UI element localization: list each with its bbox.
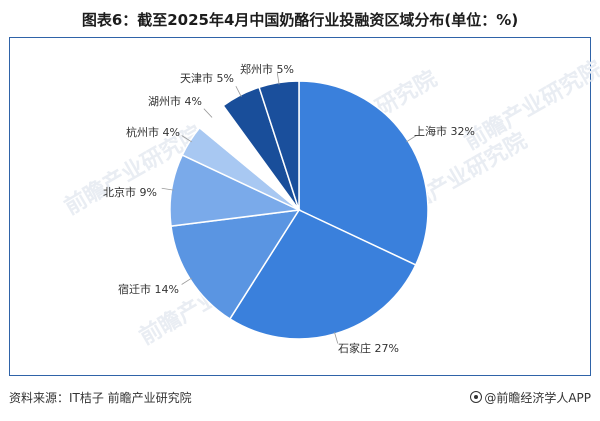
watermark-5: 前瞻产业研究院 (460, 56, 600, 156)
leader-line-5 (181, 135, 192, 143)
slice-label-1: 上海市 32% (414, 124, 475, 138)
pie-slices (169, 80, 429, 340)
leader-line-3 (181, 277, 192, 285)
leader-lines (161, 72, 417, 344)
footer: 资料来源：IT桔子 前瞻产业研究院 @前瞻经济学人APP (9, 386, 591, 410)
slice-label-7: 天津市 5% (180, 71, 234, 85)
slice-label-4: 北京市 9% (103, 185, 157, 199)
slice-label-2: 石家庄 27% (338, 341, 399, 355)
slice-label-6: 湖州市 4% (148, 94, 202, 108)
leader-line-4 (161, 187, 174, 191)
leader-line-7 (235, 85, 242, 98)
slice-label-8: 郑州市 5% (240, 62, 294, 76)
chart-title: 图表6：截至2025年4月中国奶酪行业投融资区域分布(单位：%) (81, 11, 519, 29)
brand-logo-icon (470, 391, 483, 403)
slice-labels: 上海市 32% 石家庄 27% 宿迁市 14% 北京市 9% 杭州市 4% 湖州市 4% 天… (103, 62, 475, 355)
source-note: 资料来源：IT桔子 前瞻产业研究院 (9, 391, 192, 405)
leader-line-2 (334, 331, 339, 344)
brand-credit: @前瞻经济学人APP (470, 386, 591, 410)
leader-line-8 (276, 72, 280, 85)
leader-line-6 (203, 108, 213, 118)
slice-label-3: 宿迁市 14% (118, 282, 179, 296)
leader-line-1 (406, 135, 417, 143)
chart-frame (9, 37, 591, 376)
slice-label-5: 杭州市 4% (126, 125, 180, 139)
brand-text: @前瞻经济学人APP (484, 391, 591, 405)
